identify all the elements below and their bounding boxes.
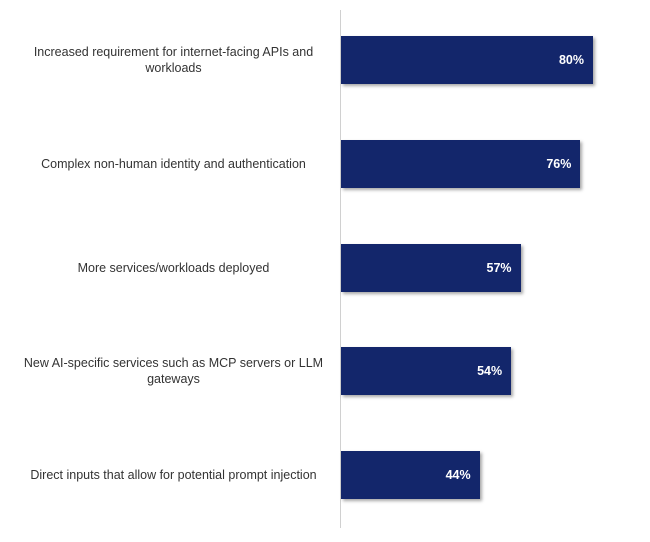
bar: 44%: [341, 451, 480, 499]
bar: 57%: [341, 243, 521, 292]
bar: 80%: [341, 36, 593, 84]
bar: 54%: [341, 347, 512, 396]
category-label: More services/workloads deployed: [77, 260, 270, 275]
category-label: Increased requirement for internet-facin…: [33, 45, 314, 75]
category-axis-line: [340, 10, 341, 528]
category-label: Complex non-human identity and authentic…: [41, 156, 306, 171]
bar: 76%: [341, 139, 581, 188]
category-label: New AI-specific services such as MCP ser…: [23, 356, 324, 387]
category-label: Direct inputs that allow for potential p…: [30, 468, 317, 482]
bar-value-label: 76%: [546, 156, 572, 171]
bar-value-label: 44%: [445, 468, 471, 482]
bar-value-label: 80%: [558, 53, 584, 67]
bar-value-label: 54%: [477, 364, 503, 379]
bar-value-label: 57%: [486, 260, 512, 275]
